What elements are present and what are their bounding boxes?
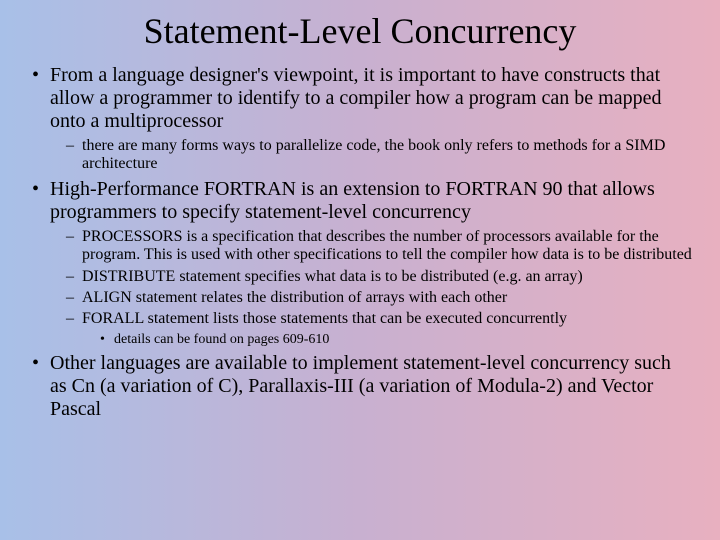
list-item: Other languages are available to impleme…: [28, 352, 692, 421]
list-item: From a language designer's viewpoint, it…: [28, 64, 692, 174]
bullet-text: From a language designer's viewpoint, it…: [50, 64, 661, 132]
bullet-text: High-Performance FORTRAN is an extension…: [50, 178, 655, 223]
list-item: High-Performance FORTRAN is an extension…: [28, 178, 692, 348]
list-item: FORALL statement lists those statements …: [50, 310, 692, 347]
bullet-text: details can be found on pages 609-610: [114, 332, 329, 347]
bullet-text: Other languages are available to impleme…: [50, 352, 671, 420]
list-item: ALIGN statement relates the distribution…: [50, 289, 692, 307]
slide-title: Statement-Level Concurrency: [28, 10, 692, 52]
list-item: PROCESSORS is a specification that descr…: [50, 228, 692, 265]
bullet-text: FORALL statement lists those statements …: [82, 310, 567, 327]
bullet-text: DISTRIBUTE statement specifies what data…: [82, 268, 583, 285]
bullet-text: ALIGN statement relates the distribution…: [82, 289, 507, 306]
bullet-text: there are many forms ways to parallelize…: [82, 137, 665, 172]
list-item: DISTRIBUTE statement specifies what data…: [50, 268, 692, 286]
list-item: details can be found on pages 609-610: [82, 332, 692, 348]
sub-list: there are many forms ways to parallelize…: [50, 137, 692, 174]
bullet-list: From a language designer's viewpoint, it…: [28, 64, 692, 421]
sub-list: PROCESSORS is a specification that descr…: [50, 228, 692, 348]
list-item: there are many forms ways to parallelize…: [50, 137, 692, 174]
bullet-text: PROCESSORS is a specification that descr…: [82, 228, 692, 263]
subsub-list: details can be found on pages 609-610: [82, 332, 692, 348]
